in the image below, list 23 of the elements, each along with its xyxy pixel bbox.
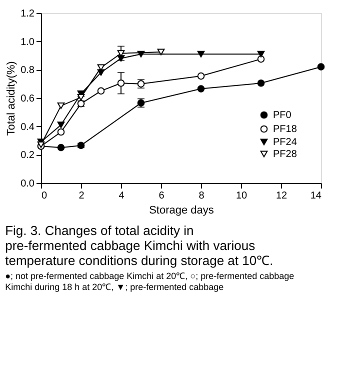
y-tick-label: 0.4 — [20, 122, 35, 133]
y-tick-label: 0.2 — [20, 150, 35, 162]
x-tick-label: 2 — [78, 190, 85, 202]
y-tick-label: 0.6 — [20, 94, 35, 104]
x-tick-label: 6 — [158, 190, 165, 202]
legend-label: PF18 — [273, 124, 298, 135]
x-axis-title: Storage days — [149, 204, 214, 216]
x-tick-label: 12 — [276, 190, 288, 202]
x-tick-label: 0 — [42, 190, 48, 202]
text: ●; not pre-fermented cabbage Kimchi at 20℃, ○; pre-fermented cabbage Kimchi during 18 h at 20℃, ▼; pre-fermented cabbage — [5, 271, 294, 292]
y-axis-title: Total acidity(%) — [6, 61, 18, 136]
y-tick-label: 1.2 — [20, 8, 35, 20]
y-tick-label: 0.0 — [20, 178, 35, 190]
x-tick-label: 4 — [118, 190, 125, 202]
x-tick-label: 8 — [198, 190, 205, 202]
legend-label: PF28 — [273, 149, 298, 160]
legend-label: PF24 — [273, 137, 298, 148]
y-tick-label: 0.8 — [20, 65, 35, 76]
x-tick-label: 10 — [236, 190, 248, 202]
caption: Fig. 3. Changes of total acidity in pre-fermented cabbage Kimchi with various temperature conditions during storage at 10℃. — [5, 223, 274, 268]
y-tick-label: 1.0 — [20, 36, 35, 48]
legend-label: PF0 — [273, 110, 292, 121]
x-tick-label: 14 — [310, 190, 322, 202]
